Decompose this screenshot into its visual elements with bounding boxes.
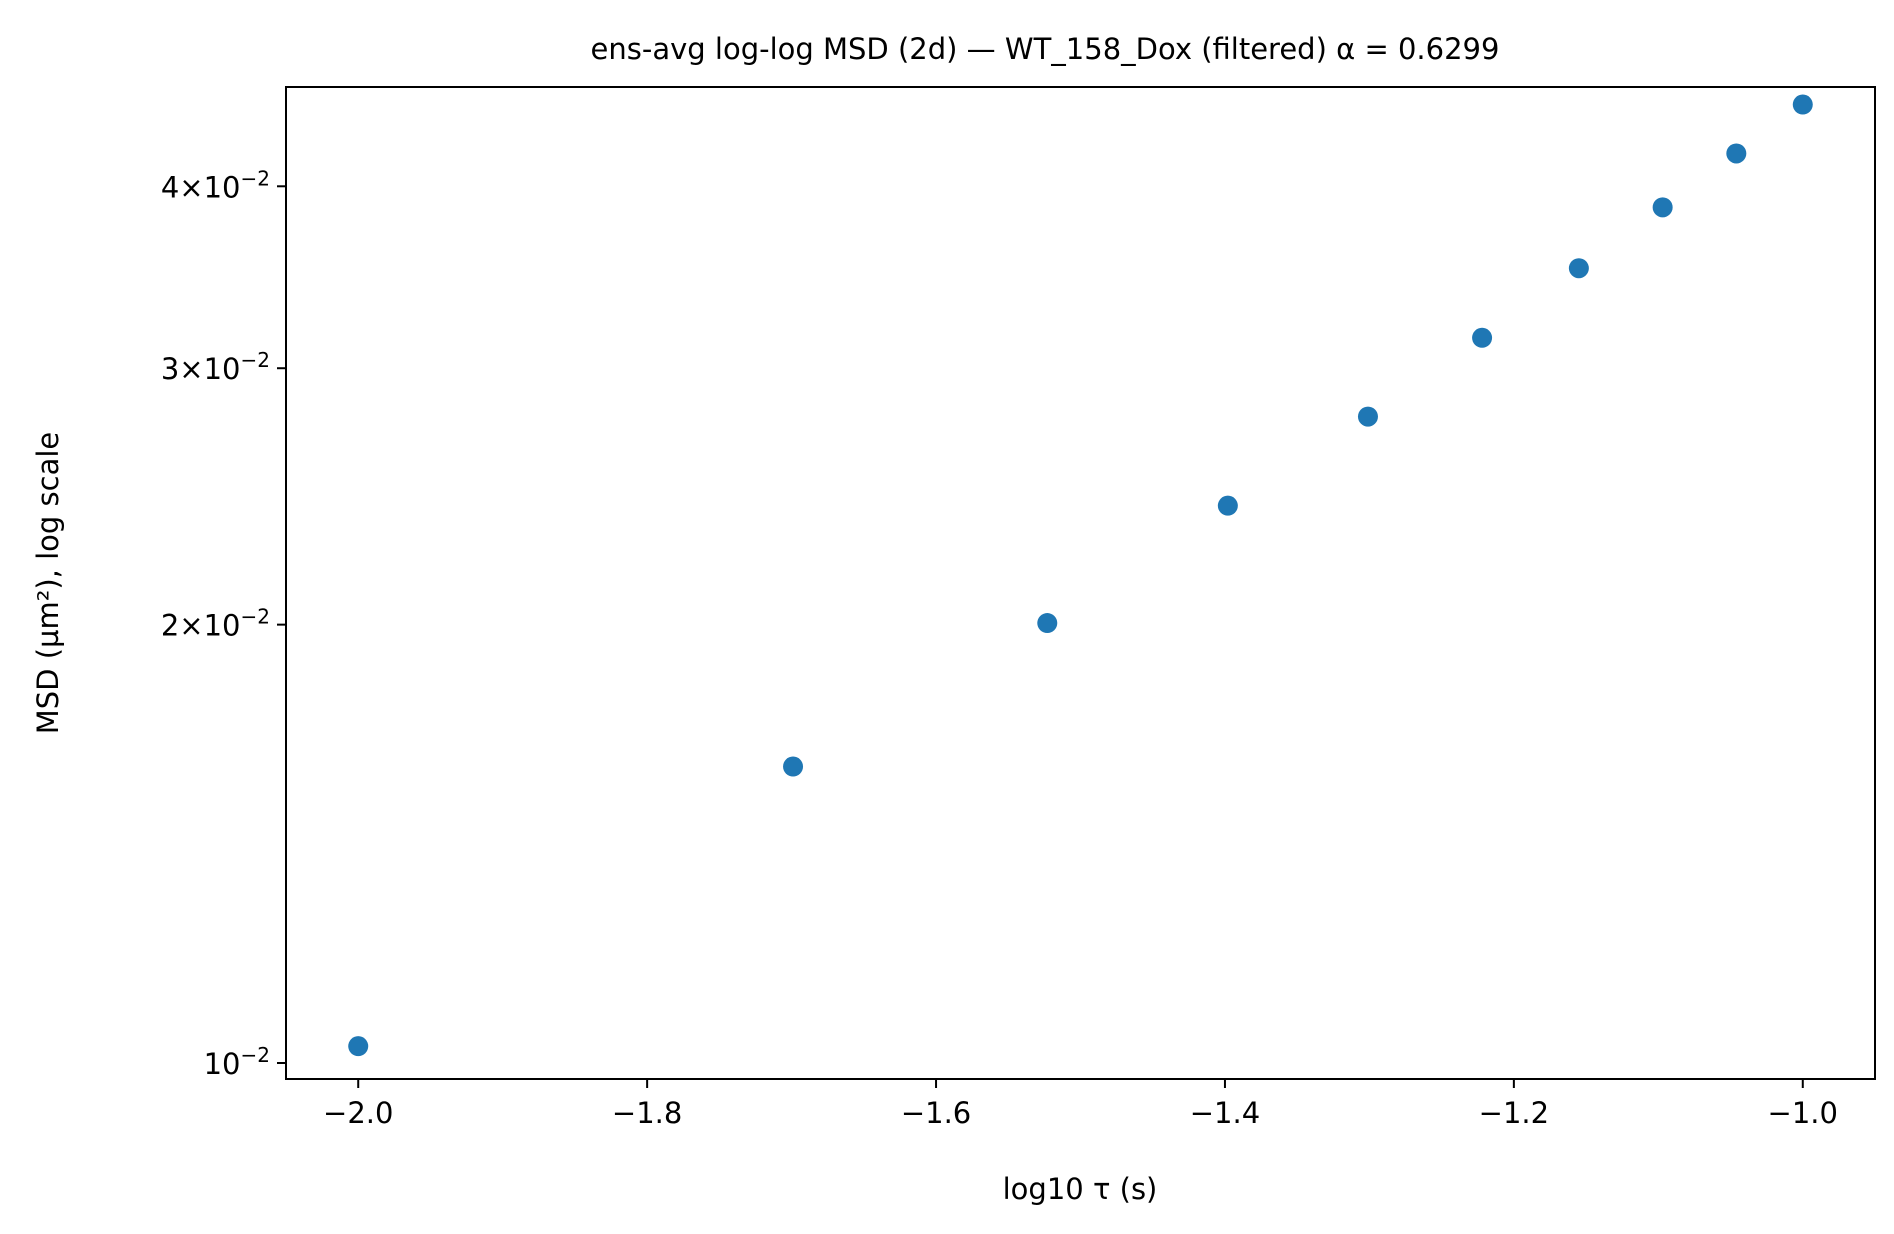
x-tick-label: −1.2 — [1479, 1096, 1549, 1130]
data-point — [348, 1036, 369, 1057]
x-tick-label: −1.6 — [901, 1096, 971, 1130]
plot-area-frame — [285, 86, 1876, 1080]
y-tick-label: 2×10−2 — [161, 605, 270, 643]
y-tick-label: 4×10−2 — [161, 166, 270, 204]
data-point — [783, 756, 804, 777]
data-point — [1037, 613, 1058, 634]
x-axis-ticks: −2.0 −1.8 −1.6 −1.4 −1.2 −1.0 — [323, 1079, 1838, 1130]
data-point — [1792, 94, 1813, 115]
x-tick-label: −1.0 — [1768, 1096, 1838, 1130]
x-tick-label: −1.4 — [1190, 1096, 1260, 1130]
x-tick-label: −1.8 — [612, 1096, 682, 1130]
chart-title: ens-avg log-log MSD (2d) — WT_158_Dox (f… — [591, 32, 1500, 66]
y-axis-ticks: 10−2 2×10−2 3×10−2 4×10−2 — [161, 166, 286, 1081]
x-axis-label: log10 τ (s) — [1003, 1172, 1158, 1206]
y-axis-label: MSD (µm²), log scale — [31, 432, 65, 735]
data-points — [348, 94, 1813, 1057]
data-point — [1652, 197, 1673, 218]
data-point — [1568, 258, 1589, 279]
data-point — [1726, 143, 1747, 164]
x-tick-label: −2.0 — [323, 1096, 393, 1130]
data-point — [1217, 495, 1238, 516]
data-point — [1357, 406, 1378, 427]
y-tick-label: 10−2 — [204, 1043, 270, 1081]
data-point — [1472, 327, 1493, 348]
y-tick-label: 3×10−2 — [161, 348, 270, 386]
